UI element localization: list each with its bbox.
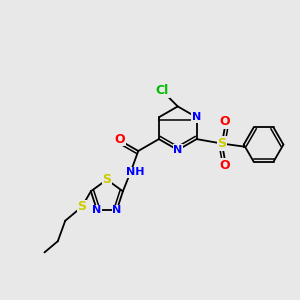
Text: N: N bbox=[92, 205, 102, 215]
Text: O: O bbox=[115, 133, 125, 146]
Text: O: O bbox=[220, 159, 230, 172]
Text: N: N bbox=[192, 112, 201, 122]
Text: O: O bbox=[220, 115, 230, 128]
Text: S: S bbox=[218, 137, 226, 150]
Text: S: S bbox=[77, 200, 86, 213]
Text: N: N bbox=[112, 205, 122, 215]
Text: N: N bbox=[173, 145, 182, 155]
Text: Cl: Cl bbox=[156, 85, 169, 98]
Text: S: S bbox=[102, 173, 111, 186]
Text: NH: NH bbox=[125, 167, 144, 178]
